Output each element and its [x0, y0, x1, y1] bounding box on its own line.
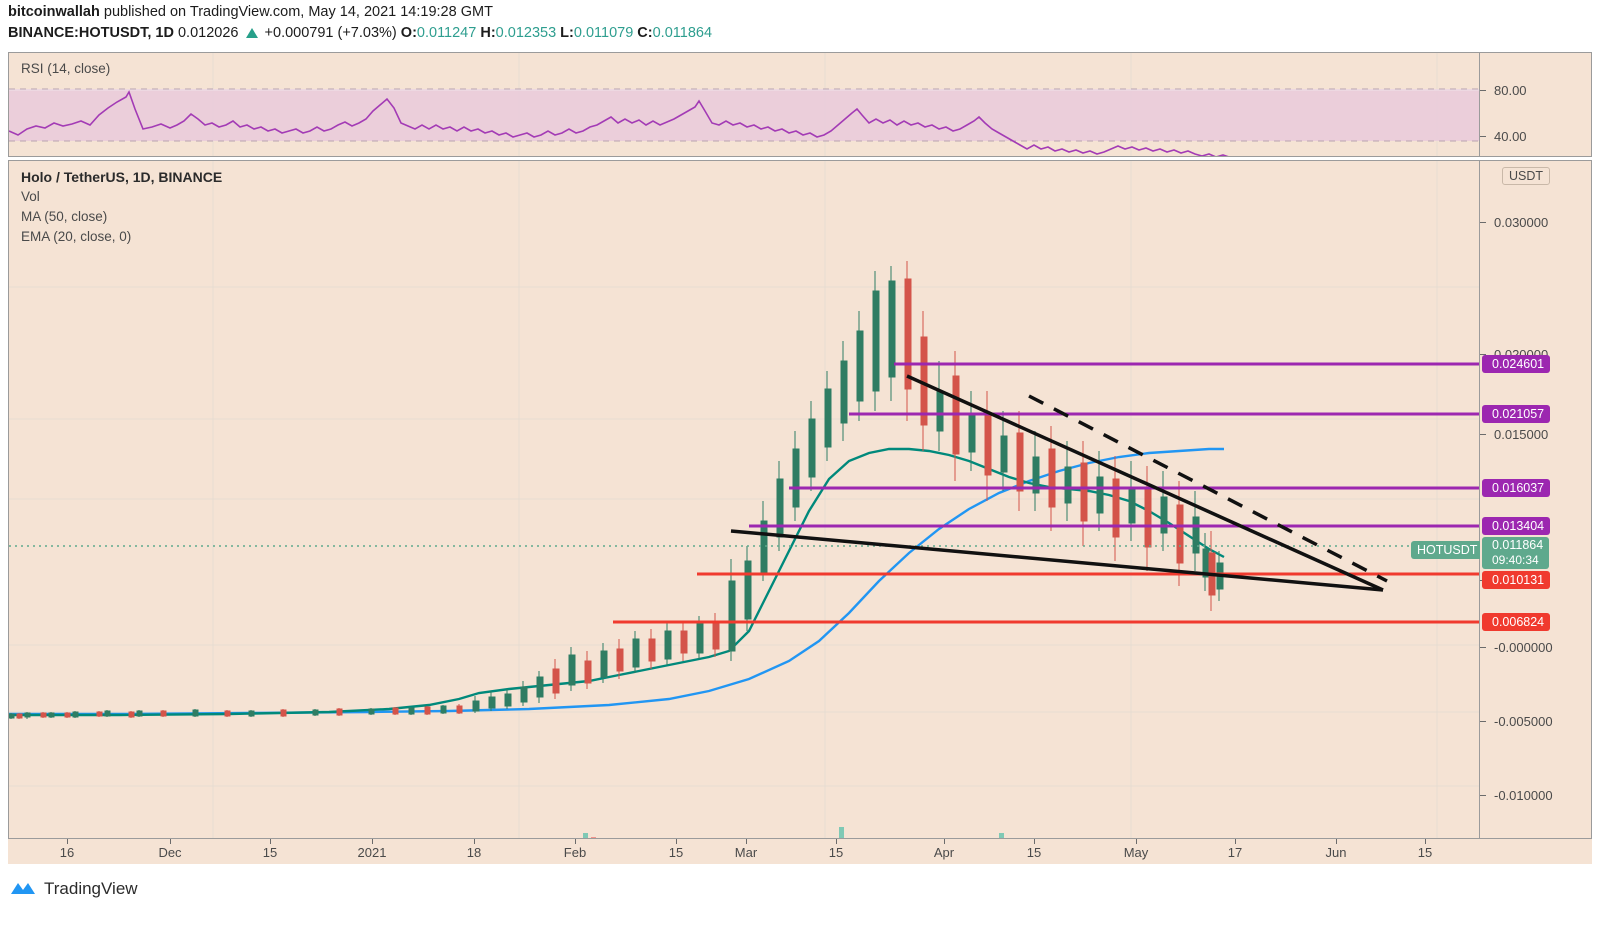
high-value: 0.012353 [495, 25, 557, 41]
low-value: 0.011079 [573, 25, 634, 41]
horizontal-levels [613, 362, 1479, 624]
quote-line: BINANCE:HOTUSDT, 1D 0.012026 +0.000791 (… [8, 25, 712, 41]
symbol-label: BINANCE:HOTUSDT, 1D [8, 25, 174, 41]
price-tag-resistance-2[interactable]: 0.021057 [1482, 405, 1551, 423]
time-label-7: Mar [734, 845, 758, 860]
time-tick [170, 839, 171, 844]
candlesticks [9, 261, 1224, 719]
price-up-arrow-icon [245, 28, 258, 38]
time-label-4: 18 [466, 845, 482, 860]
time-tick [270, 839, 271, 844]
close-label: C: [637, 25, 653, 41]
time-label-3: 2021 [357, 845, 387, 860]
time-axis[interactable]: 16 Dec 15 2021 18 Feb 15 Mar 15 Apr 15 M… [8, 838, 1592, 864]
publish-line: bitcoinwallah published on TradingView.c… [8, 4, 493, 20]
last-price: 0.012026 [177, 25, 239, 41]
current-price-value: 0.011864 [1492, 538, 1544, 552]
axis-label-0015: 0.015000 [1494, 427, 1549, 442]
legend-row-ema: EMA (20, close, 0) [21, 229, 132, 244]
time-tick [575, 839, 576, 844]
axis-tick-n0005 [1480, 721, 1486, 722]
time-label-11: May [1123, 845, 1149, 860]
axis-label-0030: 0.030000 [1494, 215, 1549, 230]
rsi-axis-label-40: 40.00 [1494, 129, 1527, 144]
time-label-6: 15 [668, 845, 684, 860]
footer: TradingView [10, 875, 138, 903]
time-tick [836, 839, 837, 844]
chart-header: bitcoinwallah published on TradingView.c… [0, 0, 1600, 48]
legend-row-ma: MA (50, close) [21, 209, 108, 224]
time-label-0: 16 [59, 845, 75, 860]
rsi-price-axis[interactable]: 80.00 40.00 [1480, 52, 1592, 157]
price-plot [9, 161, 1479, 863]
rsi-plot [9, 53, 1479, 156]
time-tick [1034, 839, 1035, 844]
price-tag-resistance-3[interactable]: 0.016037 [1482, 479, 1551, 497]
rsi-tick-80 [1480, 90, 1486, 91]
time-label-8: 15 [828, 845, 844, 860]
main-legend: Holo / TetherUS, 1D, BINANCE Vol MA (50,… [21, 167, 222, 247]
time-tick [1336, 839, 1337, 844]
axis-tick-0020 [1480, 354, 1486, 355]
tradingview-brand-label: TradingView [44, 879, 138, 898]
price-tag-resistance-4[interactable]: 0.013404 [1482, 517, 1551, 535]
main-price-pane[interactable]: Holo / TetherUS, 1D, BINANCE Vol MA (50,… [8, 160, 1484, 864]
time-tick [676, 839, 677, 844]
time-tick [474, 839, 475, 844]
time-label-2: 15 [262, 845, 278, 860]
time-tick [67, 839, 68, 844]
axis-label-n0005: -0.005000 [1494, 714, 1553, 729]
change-percent: (+7.03%) [337, 25, 397, 41]
current-price-countdown: 09:40:34 [1492, 553, 1539, 567]
price-tag-current[interactable]: 0.011864 09:40:34 [1482, 537, 1550, 569]
time-tick [1235, 839, 1236, 844]
axis-tick-0000 [1480, 647, 1486, 648]
price-tag-resistance-1[interactable]: 0.024601 [1482, 355, 1551, 373]
time-label-12: 17 [1227, 845, 1243, 860]
time-label-13: Jun [1325, 845, 1347, 860]
time-tick [944, 839, 945, 844]
high-label: H: [480, 25, 496, 41]
time-label-14: 15 [1417, 845, 1433, 860]
axis-label-n0010: -0.010000 [1494, 788, 1553, 803]
tradingview-logo-icon [10, 880, 36, 898]
main-price-axis[interactable]: USDT 0.030000 0.020000 0.015000 0.005000… [1480, 160, 1592, 864]
legend-row-vol: Vol [21, 189, 40, 204]
axis-tick-0030 [1480, 222, 1486, 223]
time-tick [746, 839, 747, 844]
currency-chip[interactable]: USDT [1502, 167, 1551, 185]
time-label-5: Feb [563, 845, 587, 860]
axis-tick-n0010 [1480, 795, 1486, 796]
time-label-10: 15 [1026, 845, 1042, 860]
time-tick [1136, 839, 1137, 844]
publish-text: published on TradingView.com, May 14, 20… [103, 4, 493, 20]
open-value: 0.011247 [416, 25, 477, 41]
open-label: O: [400, 25, 417, 41]
time-label-1: Dec [158, 845, 182, 860]
time-label-9: Apr [933, 845, 955, 860]
price-scale-symbol-pill: HOTUSDT [1411, 541, 1484, 559]
main-legend-title: Holo / TetherUS, 1D, BINANCE [21, 169, 223, 185]
axis-tick-0015 [1480, 434, 1486, 435]
chart-panes: RSI (14, close) 80.00 40.00 [8, 52, 1592, 864]
author-name: bitcoinwallah [8, 4, 100, 20]
rsi-legend: RSI (14, close) [21, 59, 110, 79]
close-value: 0.011864 [652, 25, 713, 41]
rsi-legend-label: RSI (14, close) [21, 61, 111, 76]
time-tick [372, 839, 373, 844]
rsi-tick-40 [1480, 136, 1486, 137]
time-tick [1425, 839, 1426, 844]
rsi-axis-label-80: 80.00 [1494, 83, 1527, 98]
ema-20-line [9, 447, 1225, 717]
change-absolute: +0.000791 [264, 25, 334, 41]
low-label: L: [560, 25, 574, 41]
axis-label-0000: -0.000000 [1494, 640, 1553, 655]
price-tag-support-1[interactable]: 0.010131 [1482, 571, 1551, 589]
trendlines [730, 374, 1388, 592]
rsi-pane[interactable]: RSI (14, close) [8, 52, 1480, 157]
price-tag-support-2[interactable]: 0.006824 [1482, 613, 1551, 631]
